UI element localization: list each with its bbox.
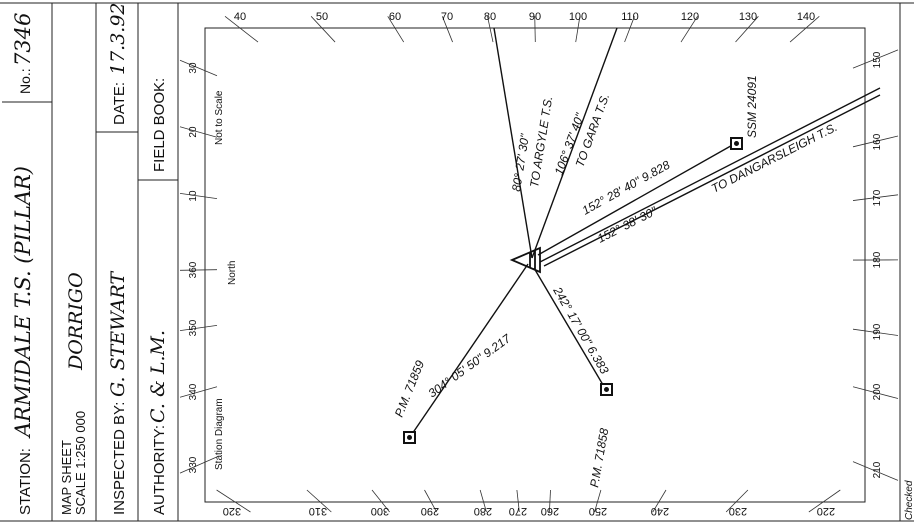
line-dangar-b [543,94,881,267]
pm7859-bearing: 304° 05' 50" 9.217 [426,331,515,401]
pm7858-bearing: 242° 17' 00" 6.383 [550,284,612,377]
top-scale-label: 80 [484,11,496,23]
left-scale-label: 360 [188,261,199,278]
bottom-scale-label: 240 [651,505,669,517]
right-scale-label: 200 [872,383,883,400]
bottom-scale-label: 270 [509,505,527,517]
authority-label: AUTHORITY: [151,425,168,515]
right-scale-label: 170 [872,189,883,206]
right-scale-label: 190 [872,323,883,340]
line-pm7859 [409,263,529,438]
top-scale-label: 50 [316,11,328,23]
station-name: ARMIDALE T.S. (PILLAR) [11,166,35,439]
bottom-scale-label: 310 [309,505,327,517]
field-book-label: FIELD BOOK: [151,78,168,172]
bottom-scale-label: 250 [589,505,607,517]
checked-label: Checked [904,480,914,520]
top-scale-label: 90 [529,11,541,23]
top-scale-label: 130 [739,11,757,23]
left-scale-label: 340 [188,383,199,400]
left-scale-label: 20 [188,126,199,138]
station-pillar-symbol [509,246,541,274]
bottom-scale-label: 300 [371,505,389,517]
top-scale-label: 120 [681,11,699,23]
ssm-bearing: 152° 28' 40" 9.828 [580,158,673,218]
line-argyle [493,27,533,259]
top-scale-label: 140 [797,11,815,23]
pm7859-target: P.M. 71859 [392,358,428,419]
bottom-scale-label: 220 [817,505,835,517]
not-to-scale-label: Not to Scale [214,90,225,145]
bottom-scale-label: 230 [729,505,747,517]
top-scale-label: 100 [569,11,587,23]
observation-lines [409,27,881,438]
ssm-target: SSM 24091 [745,75,759,138]
date-value: 17.3.92 [107,2,129,75]
inspected-label: INSPECTED BY: [111,402,128,515]
line-pm7858 [533,267,607,391]
bottom-scale: 320 310 300 290 280 270 260 250 240 230 220 [223,505,835,517]
inspected-value: G. STEWART [107,271,129,397]
mark-pm7859 [403,431,416,444]
bottom-scale-label: 260 [541,505,559,517]
date-label: DATE: [111,82,128,125]
top-scale: 40 50 60 70 80 90 100 110 120 130 140 [234,11,815,23]
bottom-scale-label: 320 [223,505,241,517]
station-no-label: No.: [17,68,33,94]
right-scale-label: 160 [872,133,883,150]
left-scale-label: 350 [188,319,199,336]
map-sheet-scale: SCALE 1:250 000 [73,411,88,515]
map-sheet-label: MAP SHEET [59,440,74,515]
line-gara [531,27,618,259]
pm7858-target: P.M. 71858 [587,427,611,489]
bottom-scale-label: 280 [474,505,492,517]
left-scale-label: 10 [188,190,199,202]
top-scale-label: 40 [234,11,246,23]
mark-ssm [730,137,743,150]
station-label: STATION: [17,448,34,515]
right-scale-label: 180 [872,251,883,268]
top-scale-label: 70 [441,11,453,23]
left-scale: 30 20 10 360 350 340 330 [188,62,199,473]
argyle-target: TO ARGYLE T.S. [527,95,555,188]
north-label: North [227,261,238,285]
dangar-target: TO DANGARSLEIGH T.S. [709,120,840,196]
left-scale-label: 30 [188,62,199,74]
right-scale-label: 150 [872,51,883,68]
top-scale-label: 110 [621,11,639,23]
top-scale-label: 60 [389,11,401,23]
bearing-spokes [179,15,899,513]
mark-pm7858 [600,383,613,396]
station-no-value: 7346 [11,13,35,66]
line-dangar-a [539,87,881,263]
station-diagram-label: Station Diagram [214,398,225,470]
dangar-bearing: 152° 38' 30" [595,203,660,245]
bottom-scale-label: 290 [421,505,439,517]
map-sheet-value: DORRIGO [65,272,87,371]
line-ssm [537,142,737,256]
right-scale: 150 160 170 180 190 200 210 [872,51,883,478]
right-scale-label: 210 [872,461,883,478]
authority-value: C. & L.M. [147,330,169,423]
left-scale-label: 330 [188,456,199,473]
